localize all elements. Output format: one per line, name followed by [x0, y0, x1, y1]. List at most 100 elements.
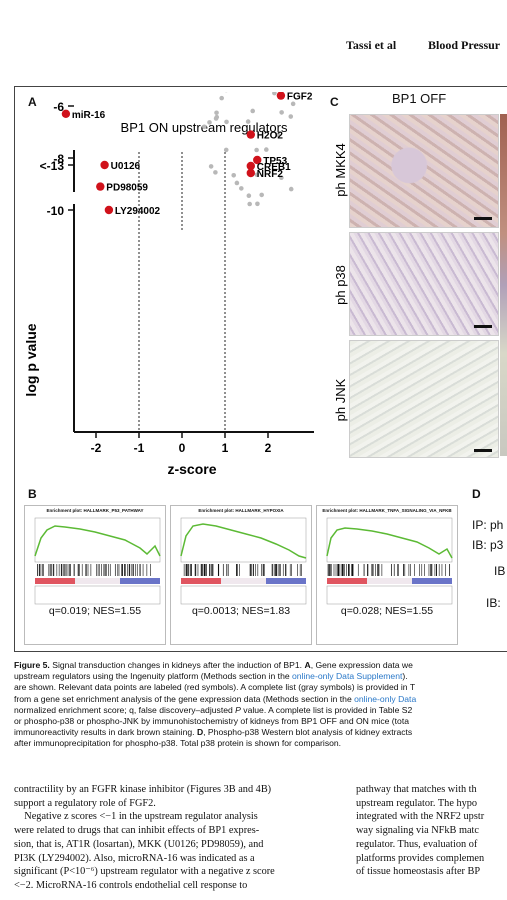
background-regulator-point: [213, 170, 218, 175]
background-regulator-point: [254, 172, 260, 178]
y-tick-label: <-13: [40, 159, 65, 173]
background-regulator-point: [288, 114, 294, 119]
regulator-label: U0126: [111, 161, 141, 172]
gsea-plot-p53: Enrichment plot: HALLMARK_P53_PATHWAY q=…: [24, 505, 166, 645]
caption-line: are shown. Relevant data points are labe…: [14, 682, 416, 693]
caption-line: upstream regulators using the Ingenuity …: [14, 671, 507, 682]
caption-line: or phospho-p38 or phospho-JNK by immunoh…: [14, 716, 410, 727]
highlighted-regulator-point: [276, 92, 286, 100]
panel-label-a: A: [28, 95, 37, 109]
caption-text: immunoreactivity results in dark brown s…: [14, 727, 197, 738]
highlighted-regulator-point: [100, 160, 109, 170]
caption-text: Signal transduction changes in kidneys a…: [49, 660, 305, 670]
background-regulator-point: [219, 95, 224, 101]
gsea-graphic: [180, 517, 307, 605]
row-label-mkk4: ph MKK4: [333, 143, 348, 196]
highlighted-regulator-point: [96, 182, 105, 191]
y-tick-label: -8: [53, 152, 64, 166]
regulator-label: FGF2: [287, 92, 313, 103]
body-line: of tissue homeostasis after BP: [356, 866, 481, 878]
running-header-journal: Blood Pressur: [428, 38, 501, 52]
caption-line: immunoreactivity results in dark brown s…: [14, 727, 507, 738]
body-line: platforms provides complemen: [356, 852, 485, 864]
regulator-label: H2O2: [257, 131, 284, 142]
body-line: contractility by an FGFR kinase inhibito…: [14, 784, 272, 795]
regulator-label: TP53: [263, 156, 287, 167]
caption-line: after immunoprecipitation for phospho-p3…: [14, 738, 342, 749]
gsea-graphic: [34, 517, 161, 605]
y-axis-label: log p value: [23, 323, 39, 396]
ihc-image-mkk4: [349, 114, 499, 228]
regulator-label: LY294002: [115, 206, 161, 217]
panel-label-d: D: [472, 487, 481, 501]
x-tick-label: 0: [179, 441, 186, 455]
gsea-title: Enrichment plot: HALLMARK_P53_PATHWAY: [46, 508, 144, 513]
caption-text: , Phospho-p38 Western blot analysis of k…: [203, 727, 413, 738]
supplement-link[interactable]: online-only Data Supplement: [292, 671, 403, 682]
background-regulator-point: [214, 114, 220, 120]
caption-text: ).: [402, 671, 408, 682]
body-line: significant (P<10⁻⁶) upstream regulator …: [14, 866, 275, 878]
scale-bars: [474, 217, 492, 452]
background-regulator-point: [288, 186, 294, 192]
row-label-jnk: ph JNK: [333, 378, 348, 421]
caption-text: , Gene expression data we: [310, 660, 413, 670]
gsea-title: Enrichment plot: HALLMARK_HYPOXIA: [198, 508, 284, 513]
body-line: PI3K (LY294002). Also, microRNA-16 was i…: [14, 852, 255, 864]
background-regulator-point: [207, 120, 212, 125]
background-regulator-point: [214, 110, 219, 116]
panel-label-b: B: [28, 487, 37, 501]
highlighted-regulator-point: [246, 168, 255, 178]
blot-label-ip: IP: ph: [472, 518, 504, 532]
body-line: sion, that is, AT1R (losartan), MKK (U01…: [14, 838, 264, 850]
caption-line: normalized enrichment score; q, false di…: [14, 705, 507, 716]
body-line: way signaling via NFkB matc: [356, 825, 479, 837]
body-line: support a regulatory role of FGF2.: [14, 797, 156, 809]
background-regulator-point: [246, 193, 252, 199]
running-header-authors: Tassi et al: [346, 38, 397, 52]
background-regulator-point: [231, 173, 237, 178]
panel-c-title: BP1 OFF: [392, 91, 447, 106]
gsea-title: Enrichment plot: HALLMARK_TNFA_SIGNALING…: [322, 508, 452, 513]
background-regulator-point: [247, 201, 252, 207]
gsea-plot-hypoxia: Enrichment plot: HALLMARK_HYPOXIA q=0.00…: [170, 505, 312, 645]
row-label-p38: ph p38: [333, 265, 348, 305]
x-axis-label: z-score: [167, 461, 216, 477]
caption-text: normalized enrichment score; q, false di…: [14, 704, 236, 715]
blot-label-ib3: IB:: [486, 596, 501, 610]
highlighted-regulator-point: [246, 130, 255, 139]
gsea-plot-tnfa: Enrichment plot: HALLMARK_TNFA_SIGNALING…: [316, 505, 458, 645]
caption-panel-ref: D: [196, 727, 204, 738]
background-regulator-point: [223, 147, 229, 153]
body-column-right: pathway that matches with th upstream re…: [356, 783, 507, 879]
background-regulator-point: [254, 147, 259, 153]
ihc-image-p38: [349, 232, 499, 336]
y-tick-label: -6: [53, 100, 64, 114]
caption-line: Figure 5. Signal transduction changes in…: [14, 660, 507, 671]
highlighted-regulator-point: [253, 155, 262, 165]
body-line: Negative z scores <−1 in the upstream re…: [14, 811, 258, 823]
x-tick-label: -1: [134, 441, 145, 455]
regulator-label: PD98059: [106, 183, 148, 194]
background-regulator-point: [255, 201, 260, 207]
panel-label-c: C: [330, 95, 339, 109]
background-regulator-point: [279, 110, 284, 115]
y-tick-label: -10: [47, 204, 65, 218]
background-regulator-point: [272, 92, 277, 96]
background-regulator-point: [239, 186, 244, 191]
caption-text: upstream regulators using the Ingenuity …: [14, 671, 293, 682]
blot-label-ib1: IB: p3: [472, 538, 504, 552]
background-regulator-point: [224, 119, 229, 125]
body-line: were related to drugs that can inhibit e…: [14, 825, 260, 837]
x-tick-label: 1: [222, 441, 229, 455]
body-line: pathway that matches with th: [356, 784, 477, 795]
background-regulator-point: [264, 147, 269, 152]
background-regulator-point: [234, 180, 240, 186]
body-column-left: contractility by an FGFR kinase inhibito…: [14, 783, 332, 893]
blot-label-ib2: IB: [494, 564, 506, 578]
supplement-link[interactable]: online-only Data: [354, 693, 417, 704]
body-line: regulator. Thus, evaluation of: [356, 838, 478, 850]
row-labels: ph MKK4 ph p38 ph JNK: [333, 143, 348, 421]
background-regulator-point: [275, 132, 281, 138]
background-regulator-point: [250, 108, 256, 114]
